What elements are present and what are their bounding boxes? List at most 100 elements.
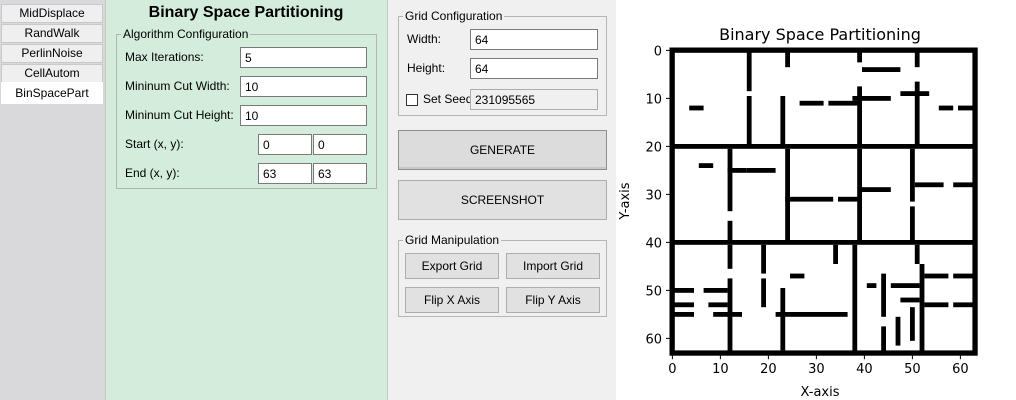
wall-segment — [670, 312, 694, 317]
wall-segment — [852, 244, 858, 356]
wall-segment — [881, 326, 886, 356]
x-tick-label: 60 — [952, 362, 969, 377]
algorithm-panel: Binary Space Partitioning Algorithm Conf… — [106, 0, 388, 400]
end-x-input[interactable] — [258, 163, 312, 184]
wall-segment — [727, 168, 747, 173]
tab-middisplace[interactable]: MidDisplace — [1, 4, 103, 23]
wall-segment — [881, 273, 886, 317]
end-y-input[interactable] — [313, 163, 367, 184]
y-tick-label: 30 — [645, 188, 662, 203]
x-tick-label: 10 — [712, 362, 729, 377]
wall-segment — [785, 196, 834, 202]
wall-segment — [895, 316, 901, 346]
y-tick-label: 10 — [645, 92, 662, 107]
axis-ticks: 0 10 20 30 40 50 60 0 10 20 30 40 50 60 — [645, 44, 968, 377]
grid-cells — [669, 47, 978, 356]
wall-segment — [857, 86, 862, 144]
max-iterations-input[interactable] — [240, 47, 367, 68]
algorithm-title: Binary Space Partitioning — [148, 4, 344, 21]
min-cut-width-input[interactable] — [240, 76, 367, 97]
wall-segment — [958, 105, 978, 111]
wall-segment — [938, 105, 954, 111]
wall-segment — [670, 48, 978, 53]
wall-segment — [862, 67, 901, 72]
wall-segment — [866, 283, 877, 288]
wall-segment — [914, 81, 920, 144]
start-x-input[interactable] — [258, 134, 312, 155]
wall-segment — [775, 312, 848, 317]
min-cut-height-input[interactable] — [240, 105, 367, 126]
wall-segment — [746, 168, 776, 173]
set-seed-checkbox[interactable] — [406, 94, 418, 106]
tab-perlinnoise[interactable]: PerlinNoise — [1, 44, 103, 63]
screenshot-button[interactable]: SCREENSHOT — [398, 180, 607, 220]
wall-segment — [761, 278, 766, 308]
set-seed-label: Set Seed — [423, 92, 473, 106]
wall-segment — [761, 244, 766, 274]
wall-segment — [838, 196, 862, 202]
wall-segment — [852, 96, 891, 101]
y-tick-label: 50 — [645, 284, 662, 299]
wall-segment — [727, 244, 733, 269]
tab-cellautom[interactable]: CellAutom — [1, 64, 103, 83]
wall-segment — [708, 302, 728, 308]
wall-segment — [862, 187, 891, 192]
grid-height-input[interactable] — [470, 58, 598, 79]
wall-segment — [890, 283, 920, 288]
wall-segment — [953, 273, 978, 279]
generate-button[interactable]: GENERATE — [398, 130, 607, 170]
min-cut-width-label: Mininum Cut Width: — [125, 79, 230, 93]
wall-segment — [900, 297, 920, 303]
bsp-heatmap: Binary Space Partitioning X-axis Y-axis … — [618, 25, 978, 400]
flip-y-axis-button[interactable]: Flip Y Axis — [506, 287, 600, 313]
wall-segment — [914, 244, 920, 264]
end-label: End (x, y): — [125, 166, 180, 180]
grid-width-input[interactable] — [470, 29, 598, 50]
wall-segment — [924, 273, 949, 279]
wall-segment — [785, 48, 790, 68]
wall-segment — [799, 100, 824, 106]
wall-segment — [919, 264, 925, 356]
seed-input[interactable] — [470, 89, 598, 110]
plot-canvas: Binary Space Partitioning X-axis Y-axis … — [616, 0, 1016, 400]
wall-segment — [790, 273, 805, 279]
wall-segment — [746, 96, 752, 144]
import-grid-button[interactable]: Import Grid — [506, 253, 600, 279]
y-tick-label: 20 — [645, 140, 662, 155]
tab-randwalk[interactable]: RandWalk — [1, 24, 103, 43]
wall-segment — [953, 302, 978, 308]
wall-segment — [857, 48, 862, 63]
x-tick-label: 50 — [904, 362, 921, 377]
wall-segment — [828, 100, 862, 106]
y-tick-label: 40 — [645, 236, 662, 251]
max-iterations-label: Max Iterations: — [125, 50, 204, 64]
wall-segment — [924, 302, 949, 308]
algorithm-tab-strip: MidDisplace RandWalk PerlinNoise CellAut… — [0, 0, 106, 400]
x-tick-label: 0 — [668, 362, 676, 377]
wall-segment — [727, 148, 733, 212]
export-grid-button[interactable]: Export Grid — [405, 253, 499, 279]
wall-segment — [670, 48, 675, 356]
wall-segment — [910, 148, 915, 202]
tab-binspacepart[interactable]: BinSpacePart — [1, 82, 103, 104]
grid-config-group: Grid Configuration — [398, 9, 607, 116]
start-label: Start (x, y): — [125, 137, 184, 151]
wall-segment — [713, 312, 742, 317]
wall-segment — [780, 96, 786, 144]
x-tick-label: 20 — [760, 362, 777, 377]
grid-height-label: Height: — [407, 61, 446, 75]
grid-config-legend: Grid Configuration — [405, 9, 503, 23]
wall-segment — [953, 182, 978, 188]
wall-segment — [857, 148, 862, 240]
start-y-input[interactable] — [313, 134, 367, 155]
wall-segment — [972, 48, 978, 356]
grid-manipulation-group: Grid Manipulation — [398, 233, 607, 317]
wall-segment — [746, 48, 752, 92]
wall-segment — [689, 105, 704, 111]
wall-segment — [698, 163, 714, 168]
wall-segment — [914, 48, 920, 68]
wall-segment — [910, 307, 915, 341]
controls-panel: Grid Configuration Width: Height: Set Se… — [389, 0, 615, 400]
flip-x-axis-button[interactable]: Flip X Axis — [405, 287, 499, 313]
wall-segment — [727, 220, 733, 240]
